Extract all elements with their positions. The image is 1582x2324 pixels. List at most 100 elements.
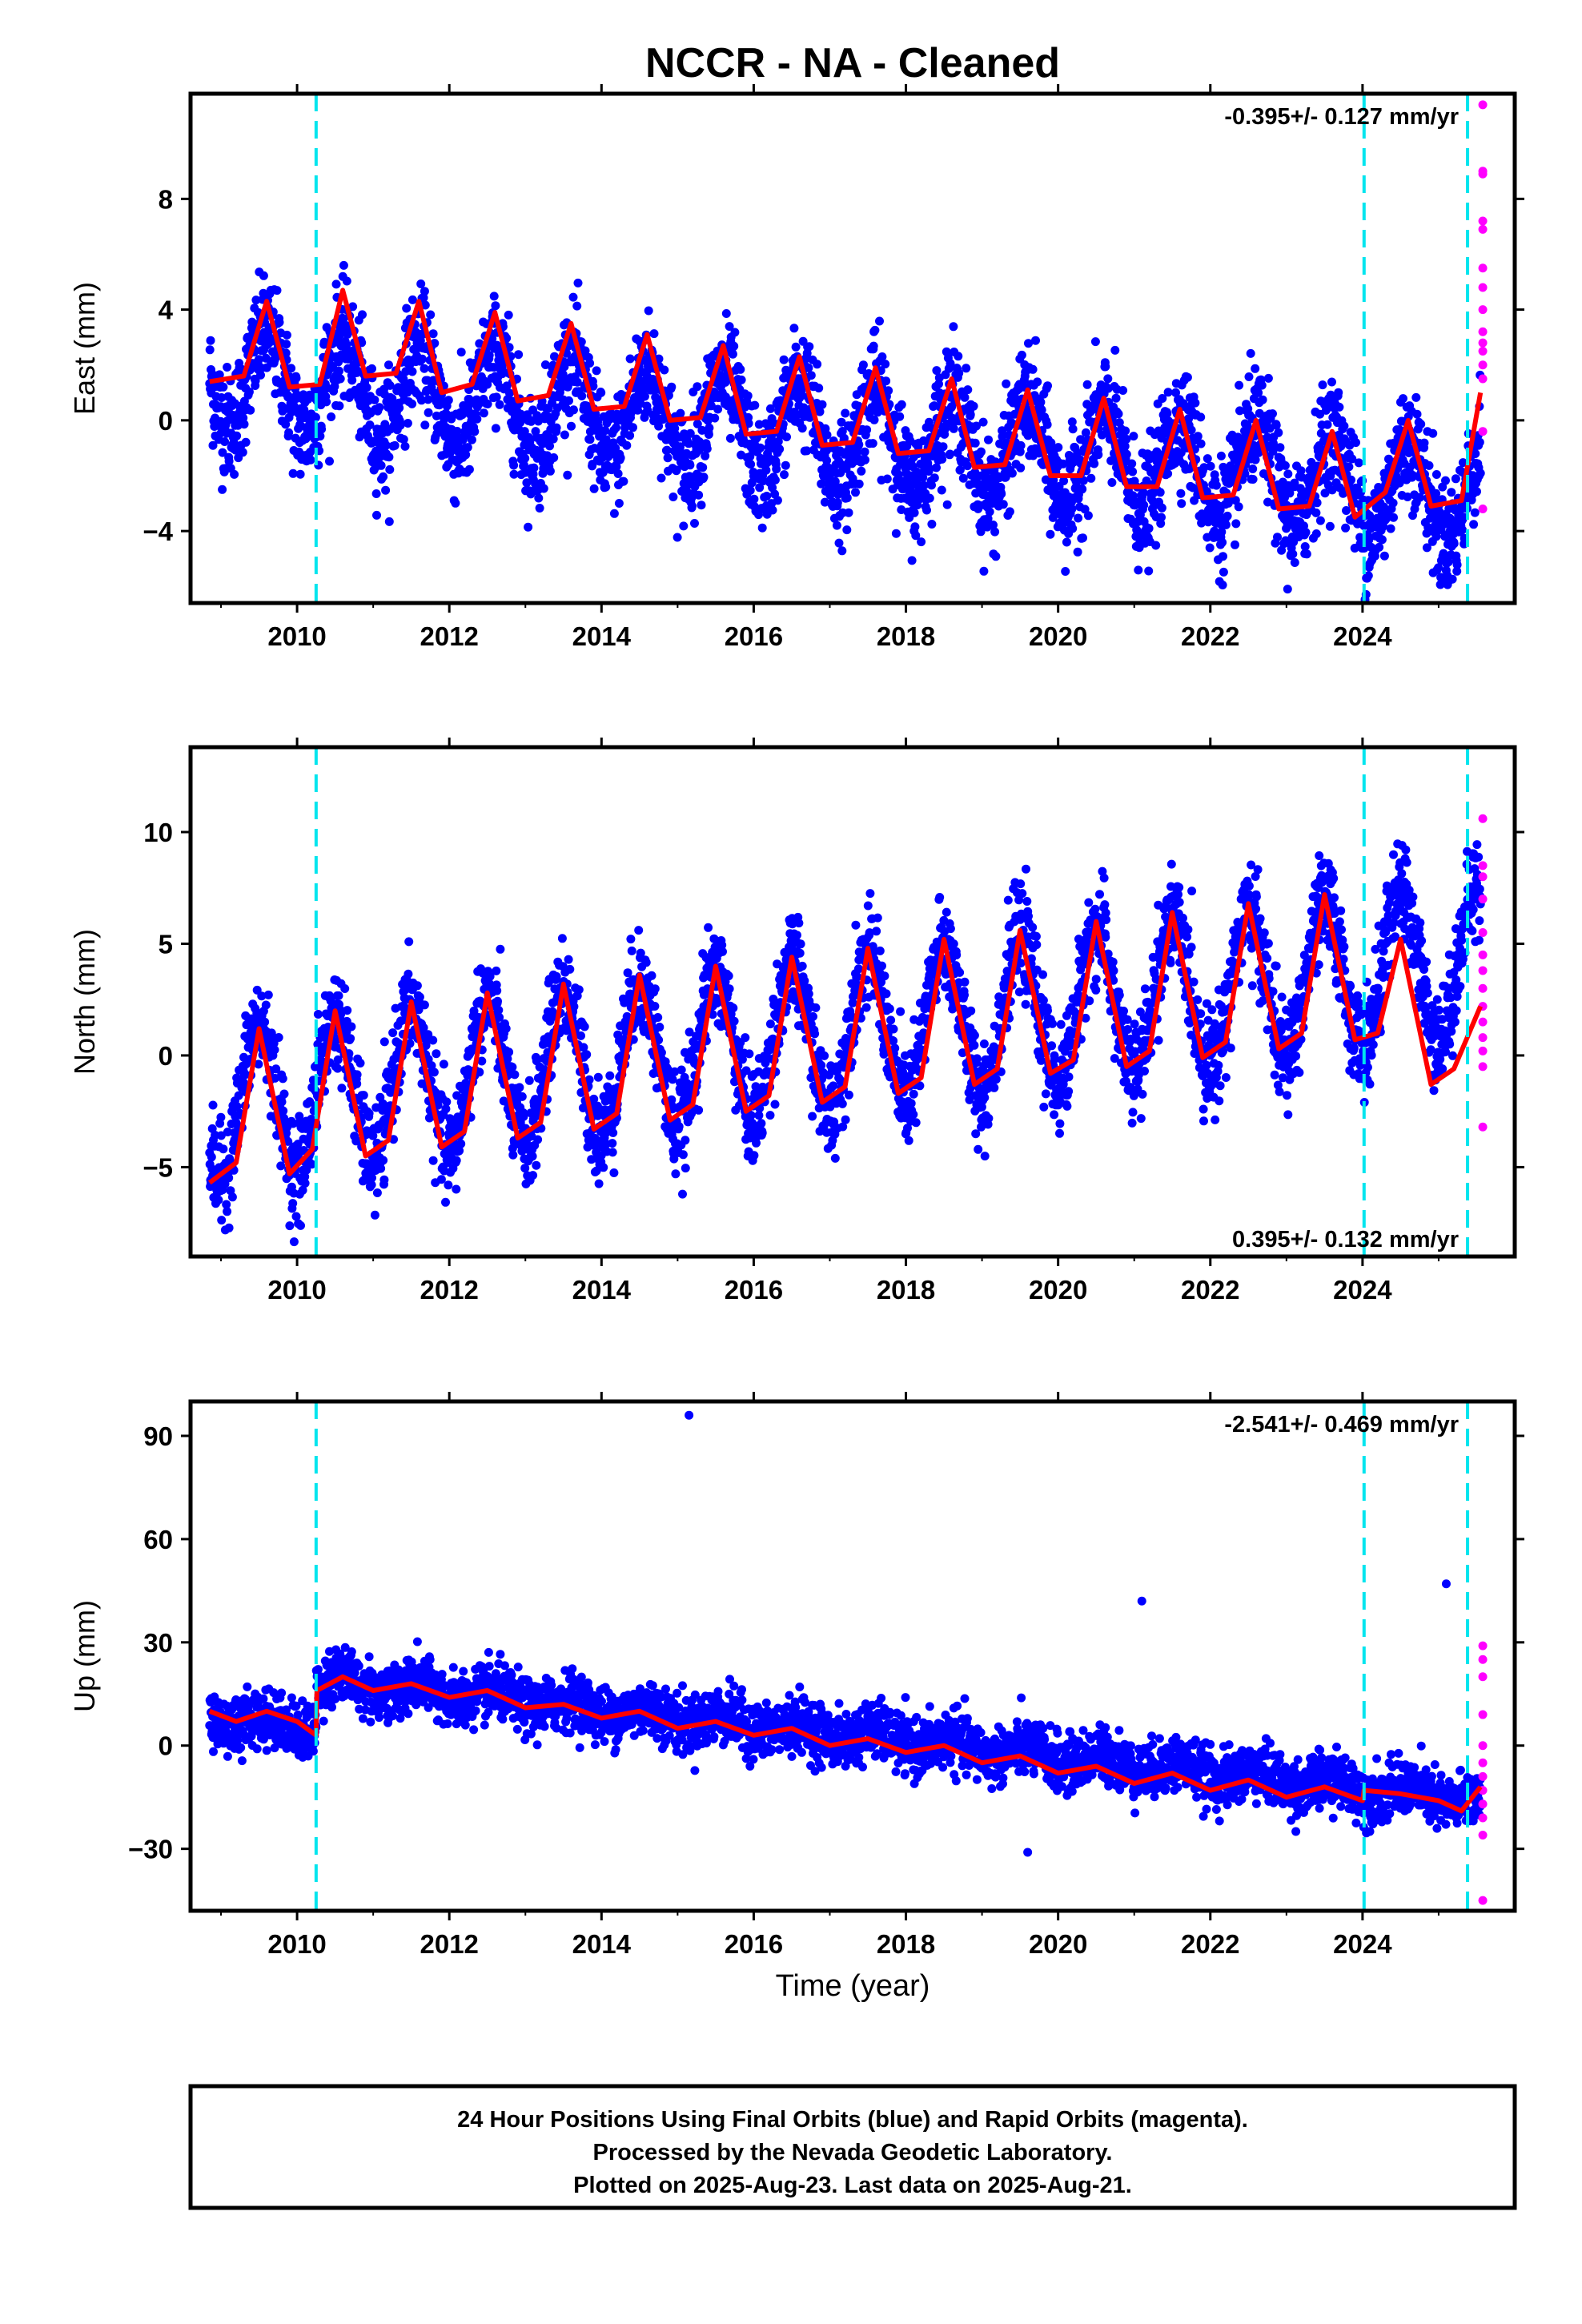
data-point (619, 476, 628, 486)
data-point (420, 364, 429, 373)
data-point (277, 1097, 287, 1107)
data-point (853, 448, 862, 457)
data-point (533, 1135, 543, 1144)
data-point (977, 447, 986, 456)
data-point (780, 470, 789, 480)
data-point (1311, 529, 1321, 538)
east-y-axis-label: East (mm) (68, 282, 101, 415)
data-point (938, 442, 948, 452)
rapid-orbit-point (1478, 427, 1488, 436)
data-point (251, 296, 261, 305)
final-orbit-points (205, 839, 1485, 1247)
data-point (1441, 628, 1450, 637)
data-point (381, 485, 391, 495)
data-point (1471, 449, 1480, 458)
data-point (877, 352, 887, 361)
data-point (1301, 528, 1311, 537)
data-point (869, 415, 879, 424)
data-point (841, 464, 851, 473)
data-point (219, 1144, 228, 1154)
data-point (839, 433, 849, 443)
data-point (628, 423, 637, 432)
data-point (1271, 420, 1281, 430)
data-point (1106, 456, 1116, 465)
data-point (569, 405, 578, 415)
data-point (690, 519, 699, 528)
data-point (1257, 380, 1267, 390)
data-point (539, 484, 548, 493)
data-point (713, 404, 723, 414)
data-point (526, 416, 536, 426)
data-point (452, 427, 462, 436)
data-point (390, 440, 400, 450)
data-point (1144, 566, 1154, 576)
data-point (508, 1063, 517, 1072)
data-point (609, 1168, 619, 1177)
data-point (1263, 373, 1273, 383)
data-point (698, 463, 708, 472)
data-point (295, 469, 305, 479)
data-point (1017, 350, 1026, 360)
data-point (1061, 567, 1070, 576)
data-point (1443, 557, 1453, 567)
data-point (428, 329, 438, 339)
data-point (881, 360, 890, 369)
data-point (1121, 426, 1130, 436)
data-point (922, 505, 931, 515)
data-point (1318, 380, 1327, 390)
data-point (1377, 535, 1387, 545)
data-point (417, 396, 426, 405)
data-point (379, 1156, 388, 1165)
data-point (1028, 364, 1038, 374)
data-point (1386, 524, 1395, 533)
data-point (520, 468, 530, 477)
data-point (560, 362, 569, 372)
data-point (976, 527, 986, 537)
data-point (622, 440, 632, 450)
data-point (616, 453, 625, 463)
data-point (404, 937, 414, 947)
data-point (605, 1071, 615, 1080)
data-point (1451, 474, 1460, 484)
data-point (1128, 467, 1138, 476)
data-point (970, 438, 980, 448)
data-point (1078, 476, 1088, 485)
rapid-orbit-point (1478, 283, 1488, 292)
data-point (1470, 508, 1480, 517)
rapid-orbit-point (1478, 374, 1488, 384)
data-point (910, 522, 920, 532)
rapid-orbit-point (1478, 360, 1488, 370)
data-point (376, 1164, 386, 1173)
data-point (954, 368, 964, 378)
data-point (352, 1070, 362, 1080)
data-point (997, 489, 1006, 499)
data-point (572, 377, 582, 387)
data-point (860, 447, 869, 456)
data-point (1205, 543, 1215, 553)
data-point (820, 497, 829, 507)
data-point (402, 304, 412, 313)
data-point (729, 341, 739, 351)
data-point (220, 437, 230, 446)
data-point (1263, 497, 1272, 507)
data-point (387, 394, 397, 404)
data-point (802, 348, 812, 358)
data-point (588, 381, 598, 391)
data-point (259, 288, 268, 298)
data-point (489, 292, 499, 301)
data-point (1441, 476, 1450, 485)
x-tick-label: 2022 (1181, 621, 1239, 651)
data-point (925, 464, 934, 473)
data-point (802, 446, 812, 456)
data-point (699, 472, 709, 482)
data-point (564, 396, 573, 405)
data-point (1379, 551, 1389, 561)
data-point (858, 360, 868, 370)
data-point (1447, 574, 1457, 584)
data-point (1036, 397, 1046, 407)
data-point (577, 392, 587, 400)
data-point (556, 383, 566, 392)
data-point (942, 500, 952, 509)
data-point (545, 441, 554, 451)
